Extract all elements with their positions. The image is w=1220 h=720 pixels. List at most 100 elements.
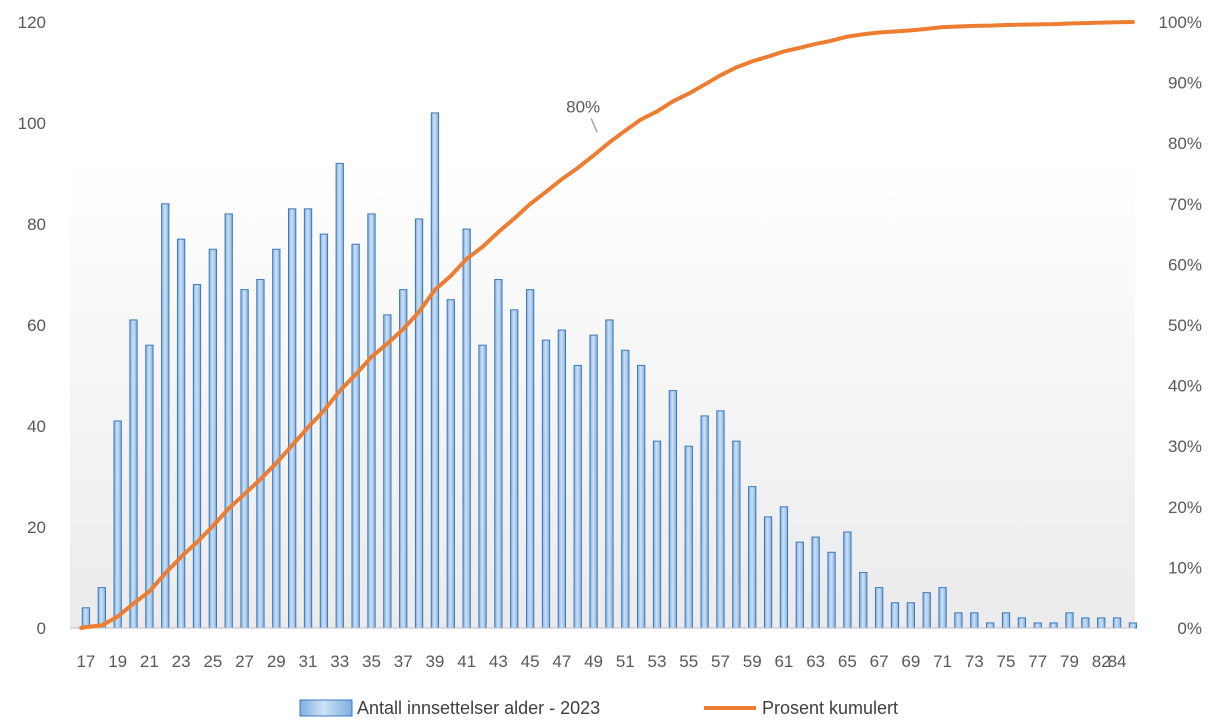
- bar-age-55: [684, 445, 693, 629]
- bar-age-61: [779, 506, 789, 629]
- bar-age-38: [414, 218, 424, 629]
- bar-age-67: [874, 587, 884, 629]
- y-right-tick-70pct: 70%: [1168, 195, 1202, 214]
- bar-age-62: [795, 541, 804, 629]
- x-tick-55: 55: [679, 652, 698, 671]
- bar-age-66: [859, 571, 868, 629]
- bar-age-74: [986, 622, 995, 629]
- bar-age-48: [573, 364, 582, 629]
- legend-label-antall: Antall innsettelser alder - 2023: [357, 698, 600, 718]
- y-left-tick-20: 20: [27, 518, 46, 537]
- bar-age-42: [478, 344, 487, 629]
- bar-age-70: [922, 592, 931, 629]
- bar-age-39: [430, 112, 440, 629]
- legend-bar-swatch: [299, 699, 353, 717]
- x-tick-82: 82: [1092, 652, 1111, 671]
- bar-age-57: [716, 410, 725, 629]
- x-tick-61: 61: [774, 652, 793, 671]
- y-left-tick-40: 40: [27, 417, 46, 436]
- legend: Antall innsettelser alder - 2023 Prosent…: [299, 698, 898, 718]
- x-tick-57: 57: [711, 652, 730, 671]
- bar-age-68: [890, 602, 900, 629]
- x-tick-37: 37: [394, 652, 413, 671]
- line-prosent-kumulert: [79, 20, 1135, 630]
- bar-age-53: [652, 440, 662, 629]
- x-tick-17: 17: [76, 652, 95, 671]
- y-right-tick-60pct: 60%: [1168, 255, 1202, 274]
- y-left-tick-0: 0: [37, 619, 46, 638]
- y-left-tick-60: 60: [27, 316, 46, 335]
- y-right-tick-100pct: 100%: [1159, 13, 1202, 32]
- bar-age-54: [668, 390, 678, 629]
- bar-age-64: [827, 551, 836, 629]
- x-tick-59: 59: [743, 652, 762, 671]
- bar-age-63: [811, 536, 820, 629]
- x-tick-47: 47: [552, 652, 571, 671]
- bar-age-43: [494, 279, 503, 629]
- y-right-tick-0pct: 0%: [1177, 619, 1202, 638]
- bar-age-49: [589, 334, 598, 629]
- x-tick-31: 31: [299, 652, 318, 671]
- x-tick-23: 23: [172, 652, 191, 671]
- bar-age-69: [906, 602, 915, 629]
- y-left-tick-labels: 0 20 40 60 80 100 120: [18, 13, 46, 638]
- x-tick-43: 43: [489, 652, 508, 671]
- bar-age-84: [1112, 617, 1122, 629]
- x-tick-39: 39: [425, 652, 444, 671]
- bar-age-78: [1049, 622, 1058, 629]
- x-tick-labels: 17 19 21 23 25 27 29 31 33 35 37 39 41 43 45 47 49 51 53 55…: [76, 652, 1126, 671]
- y-right-tick-90pct: 90%: [1168, 74, 1202, 93]
- bar-age-58: [732, 440, 741, 629]
- y-left-tick-80: 80: [27, 215, 46, 234]
- x-tick-69: 69: [901, 652, 920, 671]
- bar-age-35: [367, 213, 376, 629]
- x-tick-49: 49: [584, 652, 603, 671]
- y-right-tick-40pct: 40%: [1168, 377, 1202, 396]
- x-tick-25: 25: [203, 652, 222, 671]
- x-tick-79: 79: [1060, 652, 1079, 671]
- bar-age-56: [700, 415, 709, 629]
- x-tick-21: 21: [140, 652, 159, 671]
- bar-age-28: [256, 279, 265, 629]
- bar-age-37: [399, 289, 408, 629]
- x-tick-19: 19: [108, 652, 127, 671]
- y-right-tick-80pct: 80%: [1168, 134, 1202, 153]
- x-tick-51: 51: [616, 652, 635, 671]
- bar-age-72: [954, 612, 963, 629]
- x-tick-27: 27: [235, 652, 254, 671]
- y-right-tick-50pct: 50%: [1168, 316, 1202, 335]
- bar-age-24: [192, 284, 202, 629]
- x-tick-63: 63: [806, 652, 825, 671]
- y-right-tick-20pct: 20%: [1168, 498, 1202, 517]
- y-left-tick-120: 120: [18, 13, 46, 32]
- bar-age-82: [1097, 617, 1106, 629]
- x-tick-73: 73: [965, 652, 984, 671]
- x-tick-41: 41: [457, 652, 476, 671]
- x-tick-71: 71: [933, 652, 952, 671]
- x-tick-75: 75: [997, 652, 1016, 671]
- bar-age-81: [1081, 617, 1090, 629]
- annotation-80-percent: 80%: [566, 97, 600, 116]
- bar-age-50: [605, 319, 614, 629]
- bar-age-77: [1033, 622, 1042, 629]
- bar-age-25: [208, 248, 217, 629]
- x-tick-29: 29: [267, 652, 286, 671]
- y-right-tick-labels: 0% 10% 20% 30% 40% 50% 60% 70% 80% 90% 100%: [1159, 13, 1202, 638]
- bar-age-undefined: [1128, 622, 1138, 629]
- bar-age-40: [446, 299, 455, 629]
- bar-age-46: [541, 339, 551, 629]
- bar-age-32: [319, 233, 329, 629]
- bar-age-60: [763, 516, 773, 629]
- bar-age-44: [510, 309, 519, 629]
- bar-age-31: [303, 208, 313, 629]
- bar-age-36: [383, 314, 392, 629]
- bar-age-76: [1017, 617, 1027, 629]
- bar-age-51: [621, 349, 630, 629]
- bar-age-71: [938, 587, 947, 629]
- bar-age-79: [1065, 612, 1074, 629]
- bar-age-27: [240, 289, 249, 629]
- x-tick-65: 65: [838, 652, 857, 671]
- x-tick-35: 35: [362, 652, 381, 671]
- bar-age-20: [129, 319, 138, 629]
